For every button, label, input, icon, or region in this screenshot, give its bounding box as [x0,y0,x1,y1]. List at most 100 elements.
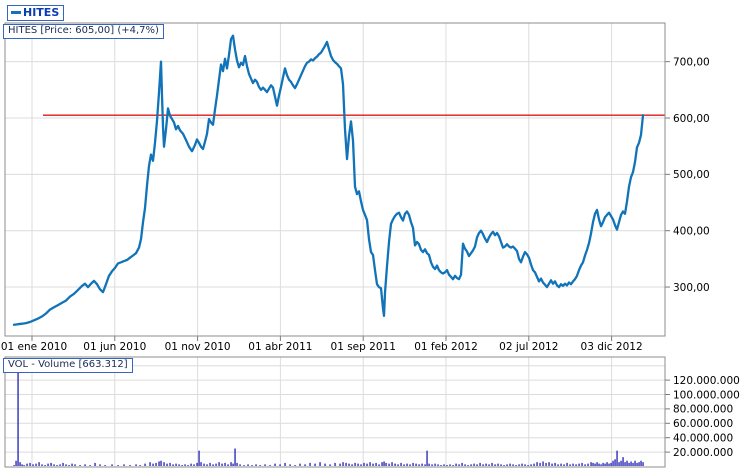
volume-bar [158,461,160,466]
volume-bar [598,463,600,466]
volume-bar [437,464,439,466]
volume-bar [482,464,484,466]
volume-bar [575,464,577,466]
volume-bar [284,462,286,466]
series-line-swatch-icon [11,11,21,14]
volume-bar [329,464,331,466]
volume-bar [50,462,52,466]
volume-bar [592,462,594,466]
volume-bar [264,464,266,466]
price-info-label: HITES [Price: 605,00] (+4,7%) [8,25,159,36]
volume-bar [636,462,638,466]
volume-bar [13,465,15,466]
volume-bar [500,464,502,466]
volume-bar [354,462,356,466]
volume-bar [239,464,241,466]
volume-bar [470,464,472,466]
volume-bar [319,462,321,466]
volume-bar [366,463,368,466]
volume-bar [581,462,583,466]
volume-bar [524,464,526,466]
volume-bar [259,465,261,466]
volume-bar [209,462,211,466]
volume-bar [536,462,538,466]
volume-bar [608,463,610,466]
volume-bar [616,450,618,466]
price-axis-label: 700,00 [673,56,710,68]
volume-bar [224,462,226,466]
volume-bar [388,463,390,466]
x-axis-label: 01 abr 2011 [248,341,312,353]
volume-bar [521,463,523,466]
price-plot-area[interactable] [4,22,666,337]
volume-info-box: VOL - Volume [663.312] [3,358,133,373]
volume-bar [334,462,336,466]
volume-bar [175,463,177,466]
volume-bar [289,464,291,466]
volume-bar [622,457,624,466]
volume-bar [65,464,67,466]
volume-bar [545,462,547,466]
volume-bar [527,465,529,466]
volume-bar [372,463,374,466]
volume-plot-area[interactable] [4,356,666,468]
volume-bar [339,463,341,466]
volume-bar [578,463,580,466]
volume-bar [560,463,562,466]
volume-bar [53,464,55,466]
volume-axis-label: 80.000.000 [673,404,733,416]
volume-bar [600,464,602,466]
volume-bar [394,463,396,466]
volume-bar [357,463,359,466]
volume-bar [155,462,157,466]
volume-bar [638,462,640,466]
volume-bar [172,464,174,466]
volume-bar [467,465,469,466]
volume-bar [479,462,481,466]
volume-bar [494,464,496,466]
x-axis-label: 01 feb 2012 [414,341,478,353]
volume-bar [488,464,490,466]
volume-bar [412,462,414,466]
volume-bar [584,464,586,466]
volume-bar [610,462,612,466]
volume-bar [269,465,271,466]
volume-bar [243,465,245,466]
volume-bar [363,462,365,466]
volume-bar [452,465,454,466]
volume-bar [279,464,281,466]
volume-bar [79,465,81,466]
volume-bar [117,465,119,466]
volume-bar [17,358,19,466]
volume-bar [566,462,568,466]
volume-bar [206,464,208,466]
series-legend-label: HITES [23,6,60,19]
volume-bar [26,463,28,466]
volume-bar [563,464,565,466]
volume-bar [68,465,70,466]
volume-bar [160,460,162,466]
volume-bar [406,463,408,466]
volume-bar [604,463,606,466]
volume-bar [212,464,214,466]
volume-bar [630,461,632,466]
volume-bar [431,464,433,466]
volume-bar [624,462,626,466]
series-legend[interactable]: HITES [7,5,65,21]
volume-bar [506,464,508,466]
volume-bar [309,462,311,466]
volume-bar [503,465,505,466]
x-axis-label: 01 sep 2011 [331,341,396,353]
volume-bar [41,464,43,466]
volume-bar [169,462,171,466]
volume-bar [628,462,630,466]
volume-bar [23,465,25,466]
volume-bar [230,462,232,466]
volume-bar [236,462,238,466]
volume-bar [618,462,620,466]
price-series-line [12,34,645,326]
volume-bar [612,460,614,466]
price-axis-label: 400,00 [673,226,710,238]
volume-bar [152,463,154,466]
volume-bar [29,462,31,466]
